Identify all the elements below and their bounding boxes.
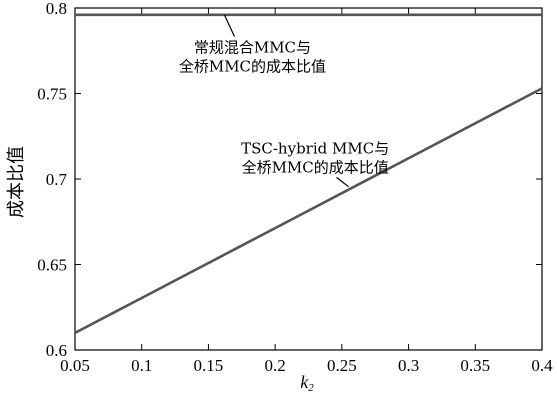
y-tick-label: 0.7 [46,170,68,189]
x-axis-title: k2 [300,372,314,394]
annotation-label-line: 常规混合MMC与 [194,38,311,56]
annotation-label-line: TSC-hybrid MMC与 [241,139,389,157]
x-tick-label: 0.35 [460,356,490,375]
y-axis-title: 成本比值 [6,146,26,218]
x-tick-label: 0.25 [327,356,357,375]
annotation-label-1: TSC-hybrid MMC与全桥MMC的成本比值 [241,139,389,176]
x-tick-label: 0.05 [60,356,90,375]
annotation-label-0: 常规混合MMC与全桥MMC的成本比值 [179,38,326,75]
x-tick-label: 0.1 [131,356,152,375]
x-tick-label: 0.3 [398,356,419,375]
annotation-label-line: 全桥MMC的成本比值 [179,57,326,75]
x-axis-ticks: 0.05 0.1 0.15 0.2 0.25 0.3 0.35 0.4 [60,8,553,375]
x-tick-label: 0.15 [194,356,224,375]
x-axis-title-subscript: 2 [308,382,314,394]
y-tick-label: 0.6 [46,341,67,360]
annotation-leader-0 [223,14,235,37]
x-tick-label: 0.4 [531,356,553,375]
annotation-leader-1 [336,176,349,188]
y-axis-ticks: 0.6 0.65 0.7 0.75 0.8 [37,0,542,360]
y-tick-label: 0.65 [37,256,67,275]
x-tick-label: 0.2 [265,356,286,375]
series-line-1 [74,87,543,335]
series-layer [74,13,543,335]
y-tick-label: 0.75 [37,85,67,104]
y-tick-label: 0.8 [46,0,67,18]
x-axis-title-main: k [300,372,309,392]
annotation-label-line: 全桥MMC的成本比值 [242,158,389,176]
